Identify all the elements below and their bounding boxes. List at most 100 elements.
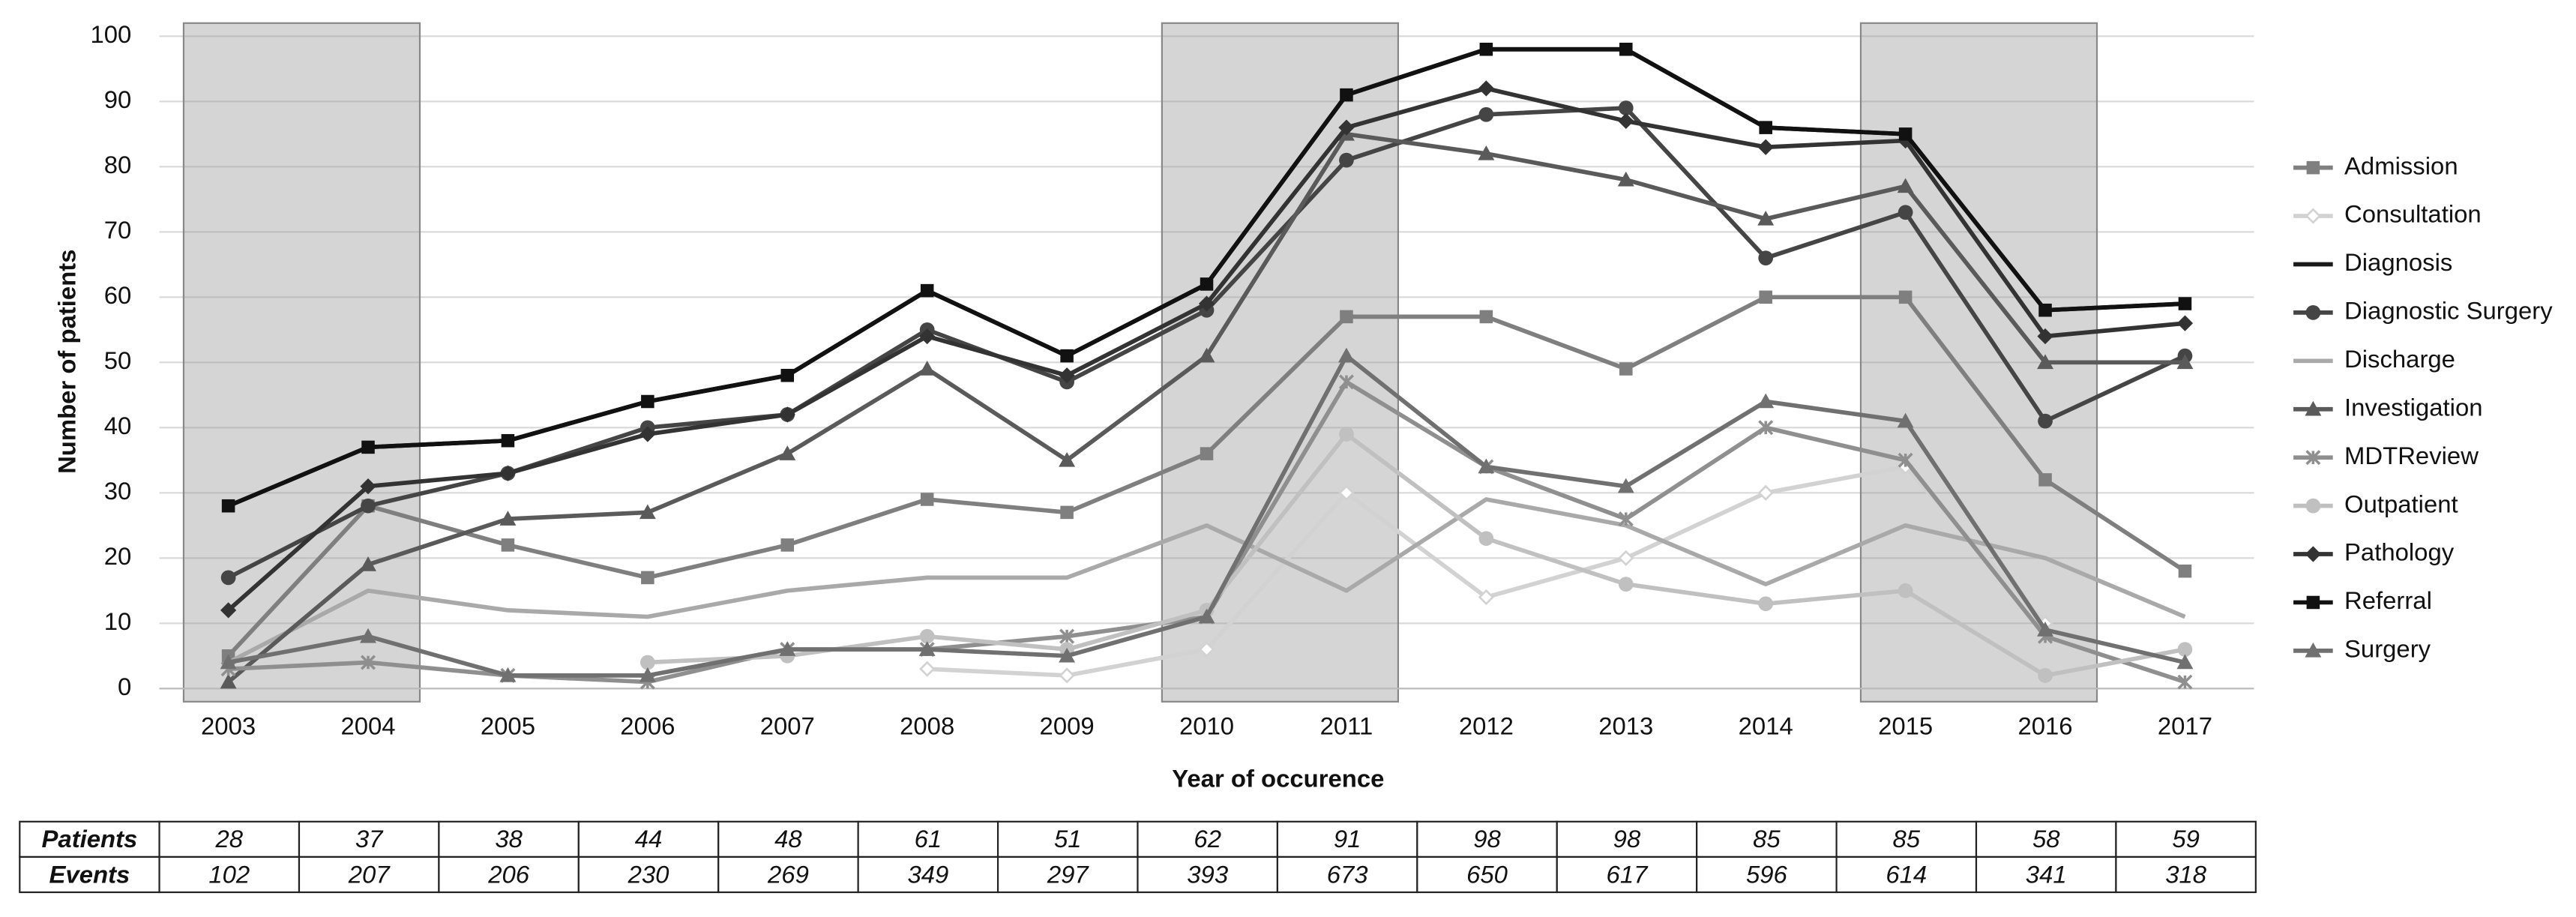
y-tick-label: 0 [118, 673, 131, 700]
x-tick-label: 2012 [1459, 712, 1514, 740]
marker [2178, 297, 2192, 310]
marker [360, 478, 376, 495]
marker [1897, 178, 1914, 193]
marker [499, 511, 517, 526]
marker [1898, 127, 1913, 141]
table-cell [1416, 820, 1558, 858]
y-tick-label: 70 [104, 216, 132, 244]
table-value: 318 [2165, 860, 2207, 888]
table-value: 61 [915, 825, 942, 853]
table-cell [19, 856, 160, 894]
legend-label: Pathology [2344, 538, 2455, 566]
table-value: 62 [1194, 825, 1221, 853]
marker [1338, 484, 1355, 501]
marker [1618, 511, 1634, 527]
series [221, 42, 2192, 513]
marker [1340, 310, 1353, 324]
table-value: 393 [1187, 860, 1228, 888]
x-tick-label: 2007 [760, 712, 815, 740]
table-cell [1276, 856, 1418, 894]
marker [499, 465, 517, 481]
marker [1898, 452, 1913, 468]
table-value: 102 [208, 860, 250, 888]
table-cell [438, 820, 580, 858]
y-tick-label: 40 [104, 412, 132, 439]
marker [779, 641, 796, 656]
x-tick-label: 2008 [900, 712, 954, 740]
marker [361, 440, 375, 454]
marker [919, 628, 935, 644]
marker [1759, 121, 1772, 134]
marker [220, 602, 237, 619]
marker [2178, 564, 2192, 578]
x-tick-label: 2003 [201, 712, 256, 740]
marker [1339, 152, 1354, 168]
series [220, 80, 2194, 619]
x-tick-label: 2017 [2158, 712, 2212, 740]
legend-label: Surgery [2344, 635, 2431, 663]
y-tick-label: 60 [104, 281, 132, 309]
table-value: 207 [348, 860, 391, 888]
table-value: 297 [1047, 860, 1090, 888]
marker [639, 667, 656, 682]
table-value: 596 [1746, 860, 1788, 888]
x-tick-label: 2010 [1179, 712, 1234, 740]
marker [1479, 42, 1493, 56]
x-tick-label: 2013 [1598, 712, 1653, 740]
y-tick-label: 90 [104, 85, 132, 113]
table-cell [1416, 856, 1558, 894]
x-tick-label: 2009 [1040, 712, 1095, 740]
marker [220, 570, 236, 586]
y-tick-label: 30 [104, 477, 132, 505]
marker [2038, 413, 2053, 429]
marker [1618, 550, 1634, 566]
table-cell [1696, 820, 1838, 858]
marker [2305, 498, 2321, 514]
marker [1478, 80, 1494, 97]
legend-label: Discharge [2344, 345, 2455, 373]
marker [1897, 412, 1914, 428]
marker [2177, 642, 2193, 657]
marker [920, 493, 934, 506]
marker [1198, 347, 1215, 363]
marker [640, 655, 655, 670]
marker [499, 667, 517, 682]
x-tick-label: 2014 [1739, 712, 1793, 740]
marker [1198, 641, 1215, 658]
legend-label: Referral [2344, 586, 2432, 614]
legend-label: Diagnostic Surgery [2344, 297, 2553, 325]
table-value: 51 [1054, 825, 1082, 853]
marker [1059, 647, 1076, 663]
marker [1478, 531, 1494, 547]
marker [1060, 505, 1074, 520]
marker [501, 433, 515, 448]
marker [1757, 484, 1774, 501]
marker [1757, 393, 1775, 409]
table-value: 85 [1753, 825, 1781, 853]
table-cell [857, 856, 999, 894]
x-axis-label: Year of occurence [1172, 765, 1384, 793]
marker [221, 499, 235, 513]
marker [2176, 315, 2194, 331]
marker [2037, 622, 2054, 637]
marker [1898, 205, 1913, 220]
legend-label: MDTReview [2344, 442, 2479, 469]
marker [780, 368, 795, 382]
legend-label: Diagnosis [2344, 248, 2452, 276]
table-cell [1696, 856, 1838, 894]
legend-label: Consultation [2344, 200, 2482, 228]
series-line [227, 497, 2186, 665]
y-tick-label: 100 [90, 20, 131, 48]
marker [360, 628, 376, 643]
table-value: 98 [1613, 825, 1641, 853]
table-value: 206 [487, 860, 530, 888]
marker [1338, 374, 1354, 390]
marker [2176, 654, 2194, 670]
series [220, 347, 2194, 682]
marker [1200, 447, 1214, 460]
marker [1618, 112, 1634, 130]
marker [1478, 589, 1494, 606]
table-cell [1556, 856, 1698, 894]
marker [1619, 362, 1633, 376]
